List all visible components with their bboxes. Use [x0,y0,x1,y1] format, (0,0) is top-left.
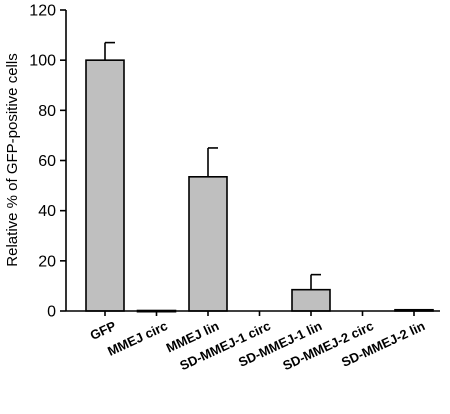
y-tick-label: 80 [38,103,56,120]
x-tick-label: MMEJ circ [105,318,170,359]
bar [85,59,125,312]
y-axis: 0 20 40 60 80 100 120 [29,3,67,321]
y-axis-label-group: Relative % of GFP-positive cells [4,53,21,266]
bars-group [85,59,434,313]
y-tick-label: 60 [38,153,56,170]
y-tick-label: 20 [38,253,56,270]
bar [291,288,331,312]
x-tick-label: GFP [88,318,119,343]
y-tick-label: 100 [29,53,56,70]
y-axis-label: Relative % of GFP-positive cells [4,53,21,266]
y-tick-label: 40 [38,203,56,220]
error-bar [207,147,218,177]
bar [188,176,228,312]
error-bar [310,273,321,290]
y-tick-label: 120 [29,3,56,20]
error-bars-group [104,41,321,290]
error-bar [104,41,115,61]
y-tick-label: 0 [47,304,56,321]
